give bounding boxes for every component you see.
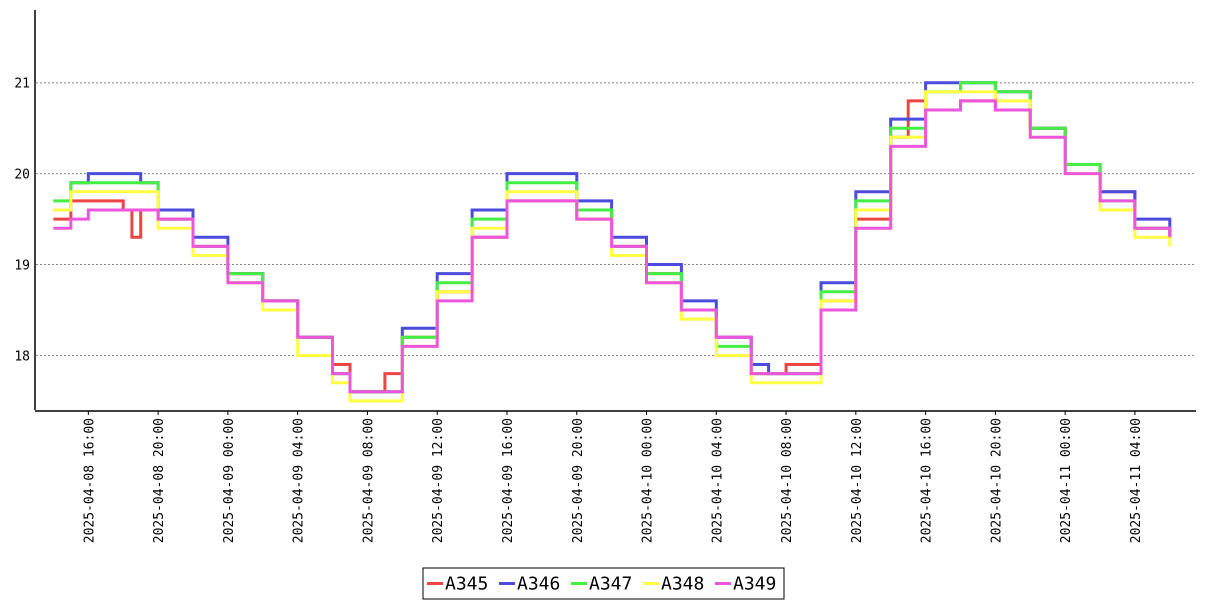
x-tick-label: 2025-04-10 08:00 [780,418,795,543]
legend-label-a345: A345 [445,574,488,595]
x-tick-label: 2025-04-09 12:00 [431,418,446,543]
x-tick-label: 2025-04-10 12:00 [850,418,865,543]
x-tick-label: 2025-04-09 00:00 [222,418,237,543]
x-tick-label: 2025-04-09 04:00 [292,418,307,543]
x-tick-label: 2025-04-11 04:00 [1129,418,1144,543]
axes [34,10,1196,412]
y-tick-label: 19 [14,259,30,274]
legend-label-a349: A349 [733,574,776,595]
legend-label-a346: A346 [517,574,560,595]
x-tick-label: 2025-04-09 20:00 [571,418,586,543]
series-line-a349 [53,99,1172,394]
y-tick-label: 18 [14,349,30,364]
legend: A345 A346 A347 A348 A349 [422,567,785,600]
x-tick-label: 2025-04-10 04:00 [710,418,725,543]
y-tick-label: 20 [14,168,30,183]
x-tick-label: 2025-04-09 16:00 [501,418,516,543]
legend-label-a348: A348 [661,574,704,595]
x-tick-label: 2025-04-10 20:00 [989,418,1004,543]
series-line-a347 [53,81,1170,394]
y-tick-labels: 18 19 20 21 [14,77,30,365]
grid-lines [36,82,1196,356]
x-tick-label: 2025-04-08 16:00 [82,418,97,543]
x-tick-label: 2025-04-09 08:00 [361,418,376,543]
x-tick-label: 2025-04-10 00:00 [641,418,656,543]
x-tick-label: 2025-04-10 16:00 [920,418,935,543]
x-tick-label: 2025-04-08 20:00 [152,418,167,543]
series-lines [53,81,1172,403]
x-tick-label: 2025-04-11 00:00 [1059,418,1074,543]
x-tick-labels: 2025-04-08 16:00 2025-04-08 20:00 2025-04-… [82,411,1144,543]
legend-label-a347: A347 [589,574,632,595]
y-tick-label: 21 [14,77,30,92]
